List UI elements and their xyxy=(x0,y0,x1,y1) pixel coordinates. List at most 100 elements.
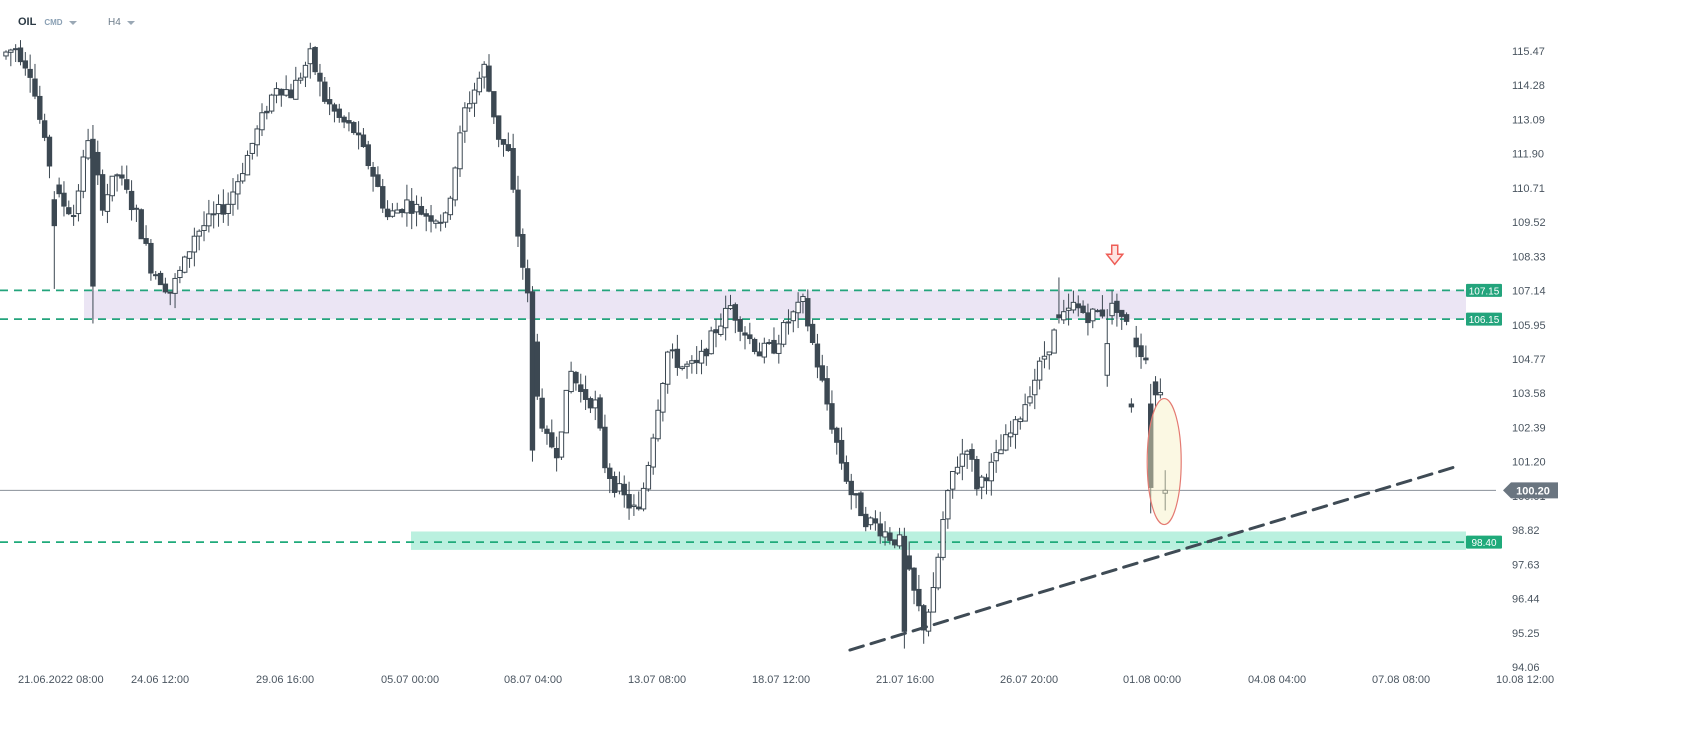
candle xyxy=(742,326,748,350)
candle xyxy=(693,346,700,375)
candle xyxy=(66,200,72,216)
y-tick-label: 110.71 xyxy=(1512,183,1545,195)
candle-body xyxy=(384,208,391,218)
candle xyxy=(259,103,265,137)
candle xyxy=(380,178,386,213)
candle-body xyxy=(351,122,357,134)
candle-body xyxy=(645,465,652,490)
candle xyxy=(573,370,579,391)
candle-body xyxy=(819,365,825,381)
x-tick-label: 24.06 12:00 xyxy=(131,674,189,686)
candle-body xyxy=(196,230,202,237)
candle xyxy=(307,42,313,79)
candle xyxy=(689,355,695,374)
y-tick-label: 95.25 xyxy=(1512,628,1540,640)
candle xyxy=(578,373,584,403)
timeframe-selector[interactable]: H4 xyxy=(108,14,135,30)
level-price-tag: 98.40 xyxy=(1466,535,1502,549)
candle xyxy=(597,394,603,431)
candle xyxy=(428,204,434,233)
candle xyxy=(1123,312,1130,326)
x-tick-label: 04.08 04:00 xyxy=(1248,674,1306,686)
candle-body xyxy=(433,220,439,224)
candle-body xyxy=(326,99,333,105)
x-tick-label: 21.07 16:00 xyxy=(876,674,934,686)
candle-body xyxy=(515,189,521,237)
candle-body xyxy=(360,134,367,148)
candle-body xyxy=(887,532,893,541)
candle xyxy=(983,473,990,495)
candle xyxy=(322,77,328,104)
timeframe-label: H4 xyxy=(108,16,121,28)
candle xyxy=(95,140,101,185)
candle-body xyxy=(46,136,53,167)
candle-body xyxy=(438,221,444,224)
candle-body xyxy=(322,81,328,102)
candle-body xyxy=(674,348,681,368)
candle xyxy=(1032,368,1038,410)
candle-body xyxy=(128,190,135,211)
candle-body xyxy=(732,304,739,321)
candle-body xyxy=(607,467,613,479)
candle-body xyxy=(162,283,169,293)
candle-body xyxy=(273,88,280,96)
y-tick-label: 97.63 xyxy=(1512,559,1540,571)
candle xyxy=(186,251,193,268)
candle-body xyxy=(380,186,386,209)
candle-body xyxy=(259,112,265,131)
candle xyxy=(230,178,236,216)
candle xyxy=(539,388,545,433)
candle-body xyxy=(80,156,86,192)
candle-body xyxy=(143,238,149,244)
candle-body xyxy=(1123,314,1130,322)
level-price-tag: 107.15 xyxy=(1466,283,1502,297)
zones-layer xyxy=(84,290,1466,550)
candle xyxy=(978,474,985,500)
candle xyxy=(737,316,743,342)
candle-body xyxy=(1114,300,1120,313)
candle-body xyxy=(1032,379,1038,396)
candle-body xyxy=(925,611,932,632)
candle-body xyxy=(70,215,77,218)
candle xyxy=(626,481,632,520)
trendline[interactable] xyxy=(848,464,1460,652)
candle-body xyxy=(510,148,516,190)
candle xyxy=(867,516,874,530)
candle-body xyxy=(457,132,463,170)
candle xyxy=(858,491,864,517)
candle xyxy=(969,443,975,472)
candle-body xyxy=(969,449,975,460)
candle xyxy=(138,208,144,240)
candle xyxy=(790,310,796,333)
candle xyxy=(935,553,941,591)
candle xyxy=(438,214,444,232)
x-tick-label: 13.07 08:00 xyxy=(628,674,686,686)
source-dropdown-caret-icon[interactable] xyxy=(68,21,77,25)
candle-body xyxy=(476,77,483,93)
candle-body xyxy=(945,490,951,520)
y-tick-label: 109.52 xyxy=(1512,217,1546,229)
candle-body xyxy=(486,65,492,92)
candle-body xyxy=(665,351,671,385)
candle xyxy=(283,75,289,97)
candle-body xyxy=(365,144,371,167)
candle xyxy=(331,102,338,123)
timeframe-dropdown-caret-icon[interactable] xyxy=(126,21,135,25)
candle xyxy=(718,313,724,337)
candle xyxy=(476,71,483,96)
candle-body xyxy=(157,272,164,286)
candle-body xyxy=(254,128,260,146)
candle-body xyxy=(713,329,719,334)
candle xyxy=(1099,295,1106,319)
candle xyxy=(814,333,821,379)
candle-body xyxy=(529,291,536,451)
y-tick-label: 114.28 xyxy=(1512,80,1545,92)
candle xyxy=(1133,325,1139,358)
candle-body xyxy=(578,384,584,393)
candle-body xyxy=(66,207,72,215)
y-tick-label: 102.39 xyxy=(1512,422,1546,434)
candle-body xyxy=(1046,351,1052,356)
candle-body xyxy=(785,321,792,324)
candle xyxy=(495,115,502,148)
